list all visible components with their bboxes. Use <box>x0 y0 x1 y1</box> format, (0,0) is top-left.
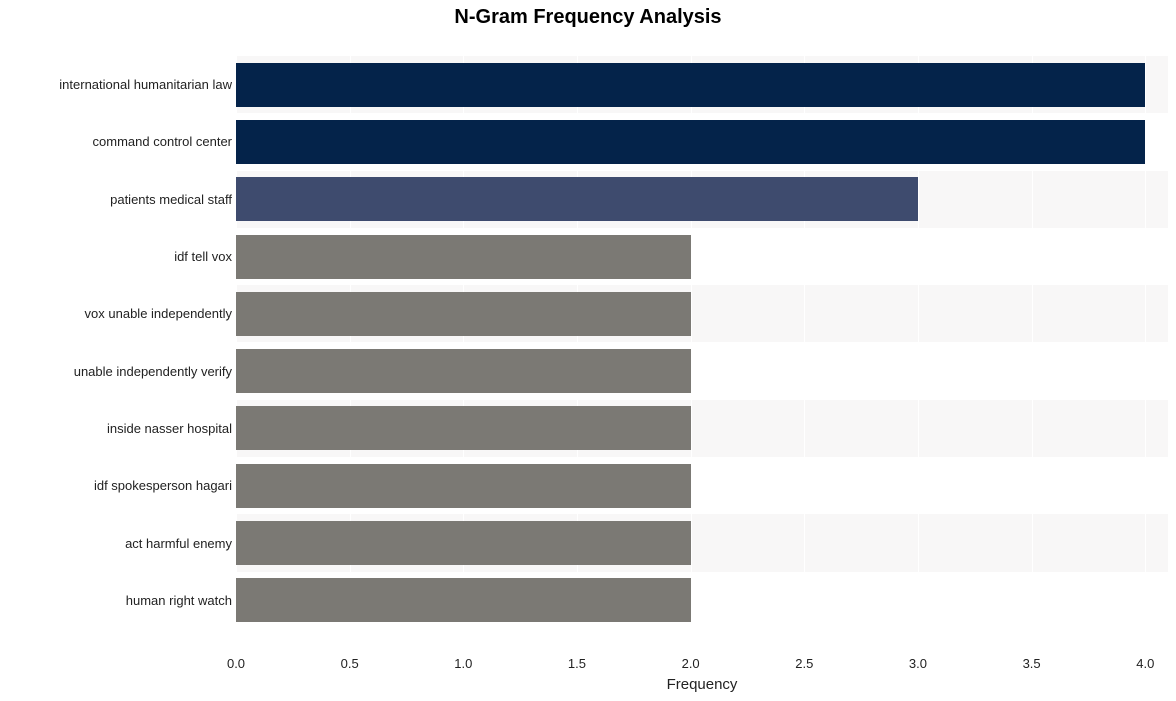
bar <box>236 235 691 279</box>
y-axis-label: idf spokesperson hagari <box>94 478 232 493</box>
bar <box>236 63 1145 107</box>
bar <box>236 120 1145 164</box>
x-axis-tick-label: 0.0 <box>227 656 245 671</box>
x-axis-tick-label: 4.0 <box>1136 656 1154 671</box>
y-axis-label: idf tell vox <box>174 249 232 264</box>
x-axis-tick-label: 2.0 <box>682 656 700 671</box>
ngram-frequency-chart: N-Gram Frequency Analysis Frequency inte… <box>0 0 1176 701</box>
y-axis-label: patients medical staff <box>110 192 232 207</box>
x-axis-tick-label: 3.5 <box>1023 656 1041 671</box>
y-axis-label: unable independently verify <box>74 364 232 379</box>
bar <box>236 349 691 393</box>
bar <box>236 578 691 622</box>
x-axis-tick-label: 3.0 <box>909 656 927 671</box>
bar <box>236 406 691 450</box>
bar <box>236 521 691 565</box>
x-axis-tick-label: 1.5 <box>568 656 586 671</box>
x-gridline <box>1145 56 1146 629</box>
x-axis-tick-label: 0.5 <box>341 656 359 671</box>
y-axis-label: inside nasser hospital <box>107 421 232 436</box>
bar <box>236 292 691 336</box>
y-axis-label: command control center <box>93 134 232 149</box>
x-axis-tick-label: 2.5 <box>795 656 813 671</box>
y-axis-label: international humanitarian law <box>59 77 232 92</box>
y-axis-label: vox unable independently <box>85 306 232 321</box>
bar <box>236 464 691 508</box>
y-axis-label: act harmful enemy <box>125 536 232 551</box>
chart-title: N-Gram Frequency Analysis <box>0 6 1176 29</box>
x-axis-tick-label: 1.0 <box>454 656 472 671</box>
bar <box>236 177 918 221</box>
x-axis-title: Frequency <box>236 676 1168 693</box>
y-axis-label: human right watch <box>126 593 232 608</box>
plot-area <box>236 36 1168 648</box>
